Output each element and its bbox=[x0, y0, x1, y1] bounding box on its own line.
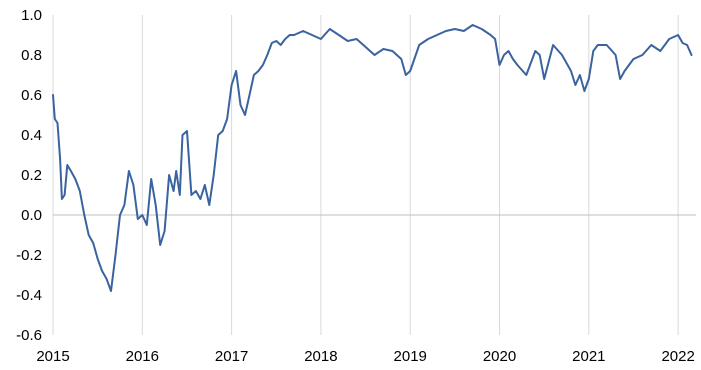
y-tick-label: 0.6 bbox=[21, 87, 42, 104]
x-tick-label: 2017 bbox=[215, 348, 248, 365]
x-tick-label: 2016 bbox=[126, 348, 159, 365]
x-tick-label: 2020 bbox=[483, 348, 516, 365]
y-tick-label: -0.2 bbox=[16, 247, 42, 264]
x-tick-label: 2021 bbox=[572, 348, 605, 365]
x-tick-label: 2022 bbox=[661, 348, 694, 365]
x-axis-tick-labels: 2015 2016 2017 2018 2019 2020 2021 2022 bbox=[36, 348, 695, 365]
x-tick-label: 2018 bbox=[304, 348, 337, 365]
y-tick-label: 0.2 bbox=[21, 167, 42, 184]
y-tick-label: 0.4 bbox=[21, 127, 42, 144]
grid-layer bbox=[52, 15, 696, 335]
y-axis-tick-labels: 1.0 0.8 0.6 0.4 0.2 0.0 -0.2 -0.4 -0.6 bbox=[16, 7, 42, 344]
y-tick-label: -0.6 bbox=[16, 327, 42, 344]
y-tick-label: 1.0 bbox=[21, 7, 42, 24]
y-tick-label: 0.0 bbox=[21, 207, 42, 224]
x-tick-label: 2019 bbox=[394, 348, 427, 365]
series-layer bbox=[52, 24, 693, 292]
series-line-0 bbox=[52, 24, 693, 292]
x-tick-label: 2015 bbox=[36, 348, 69, 365]
y-tick-label: -0.4 bbox=[16, 287, 42, 304]
y-tick-label: 0.8 bbox=[21, 47, 42, 64]
